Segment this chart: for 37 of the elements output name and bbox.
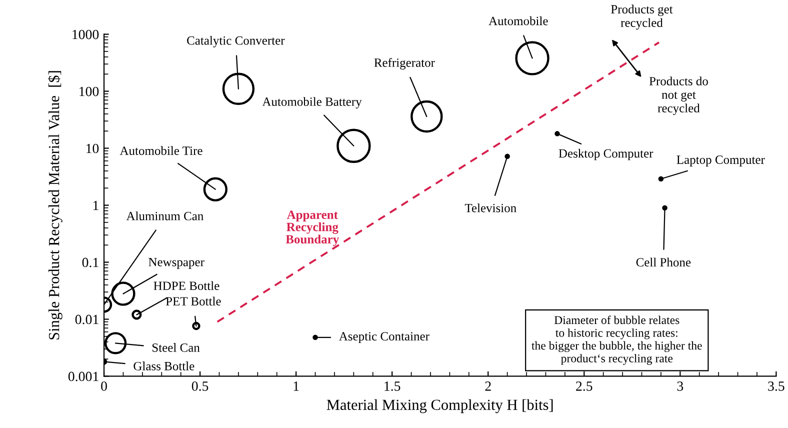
annotation: Glass Bottle: [134, 362, 194, 370]
y-tick-label: 100: [80, 86, 99, 96]
annotation: Newspaper: [148, 258, 204, 269]
x-tick-label: 0.5: [192, 381, 208, 391]
x-tick-label: 2: [485, 382, 491, 391]
y-tick-label: 0.1: [82, 258, 98, 268]
x-tick-label: 1.5: [384, 382, 400, 391]
y-axis-title: Single Product Recycled Material Value [$]: [48, 71, 62, 340]
y-tick-label: 10: [86, 144, 99, 154]
annotation: Cell Phone: [636, 258, 691, 267]
annotation: PET Bottle: [166, 296, 221, 306]
x-tick-label: 2.5: [576, 382, 592, 391]
annotation: Products do not get recycled: [649, 76, 708, 115]
annotation: Diameter of bubble relates to historic recycling rates: the bigger the bubble, the higher the product‘s recycling rate: [532, 316, 702, 365]
annotation: Refrigerator: [374, 58, 435, 70]
x-axis-title: Material Mixing Complexity H [bits]: [326, 399, 553, 414]
annotation: Automobile: [488, 16, 548, 26]
annotation: Aseptic Container: [339, 332, 430, 344]
annotation: Automobile Battery: [262, 97, 362, 108]
x-tick-label: 3.5: [768, 382, 784, 391]
annotation: HDPE Bottle: [154, 281, 220, 290]
annotation: Catalytic Converter: [187, 36, 285, 48]
x-tick-label: 3: [677, 382, 684, 391]
x-tick-label: 0: [101, 381, 107, 391]
annotation: Automobile Tire: [120, 146, 202, 155]
text: Products get recycled: [611, 4, 673, 30]
y-tick-label: 0.001: [68, 372, 98, 382]
y-tick-label: 0.01: [75, 314, 98, 324]
y-tick-label: 1: [93, 200, 98, 210]
series-label: Apparent Recycling Boundary: [286, 210, 340, 246]
annotation: Steel Can: [152, 343, 200, 352]
annotation: Desktop Computer: [558, 148, 654, 160]
y-tick-label: 1000: [72, 30, 99, 40]
annotation: Television: [464, 203, 516, 212]
x-tick-label: 1: [294, 382, 299, 391]
annotation: Laptop Computer: [676, 156, 765, 166]
annotation: Aluminum Can: [126, 212, 204, 220]
